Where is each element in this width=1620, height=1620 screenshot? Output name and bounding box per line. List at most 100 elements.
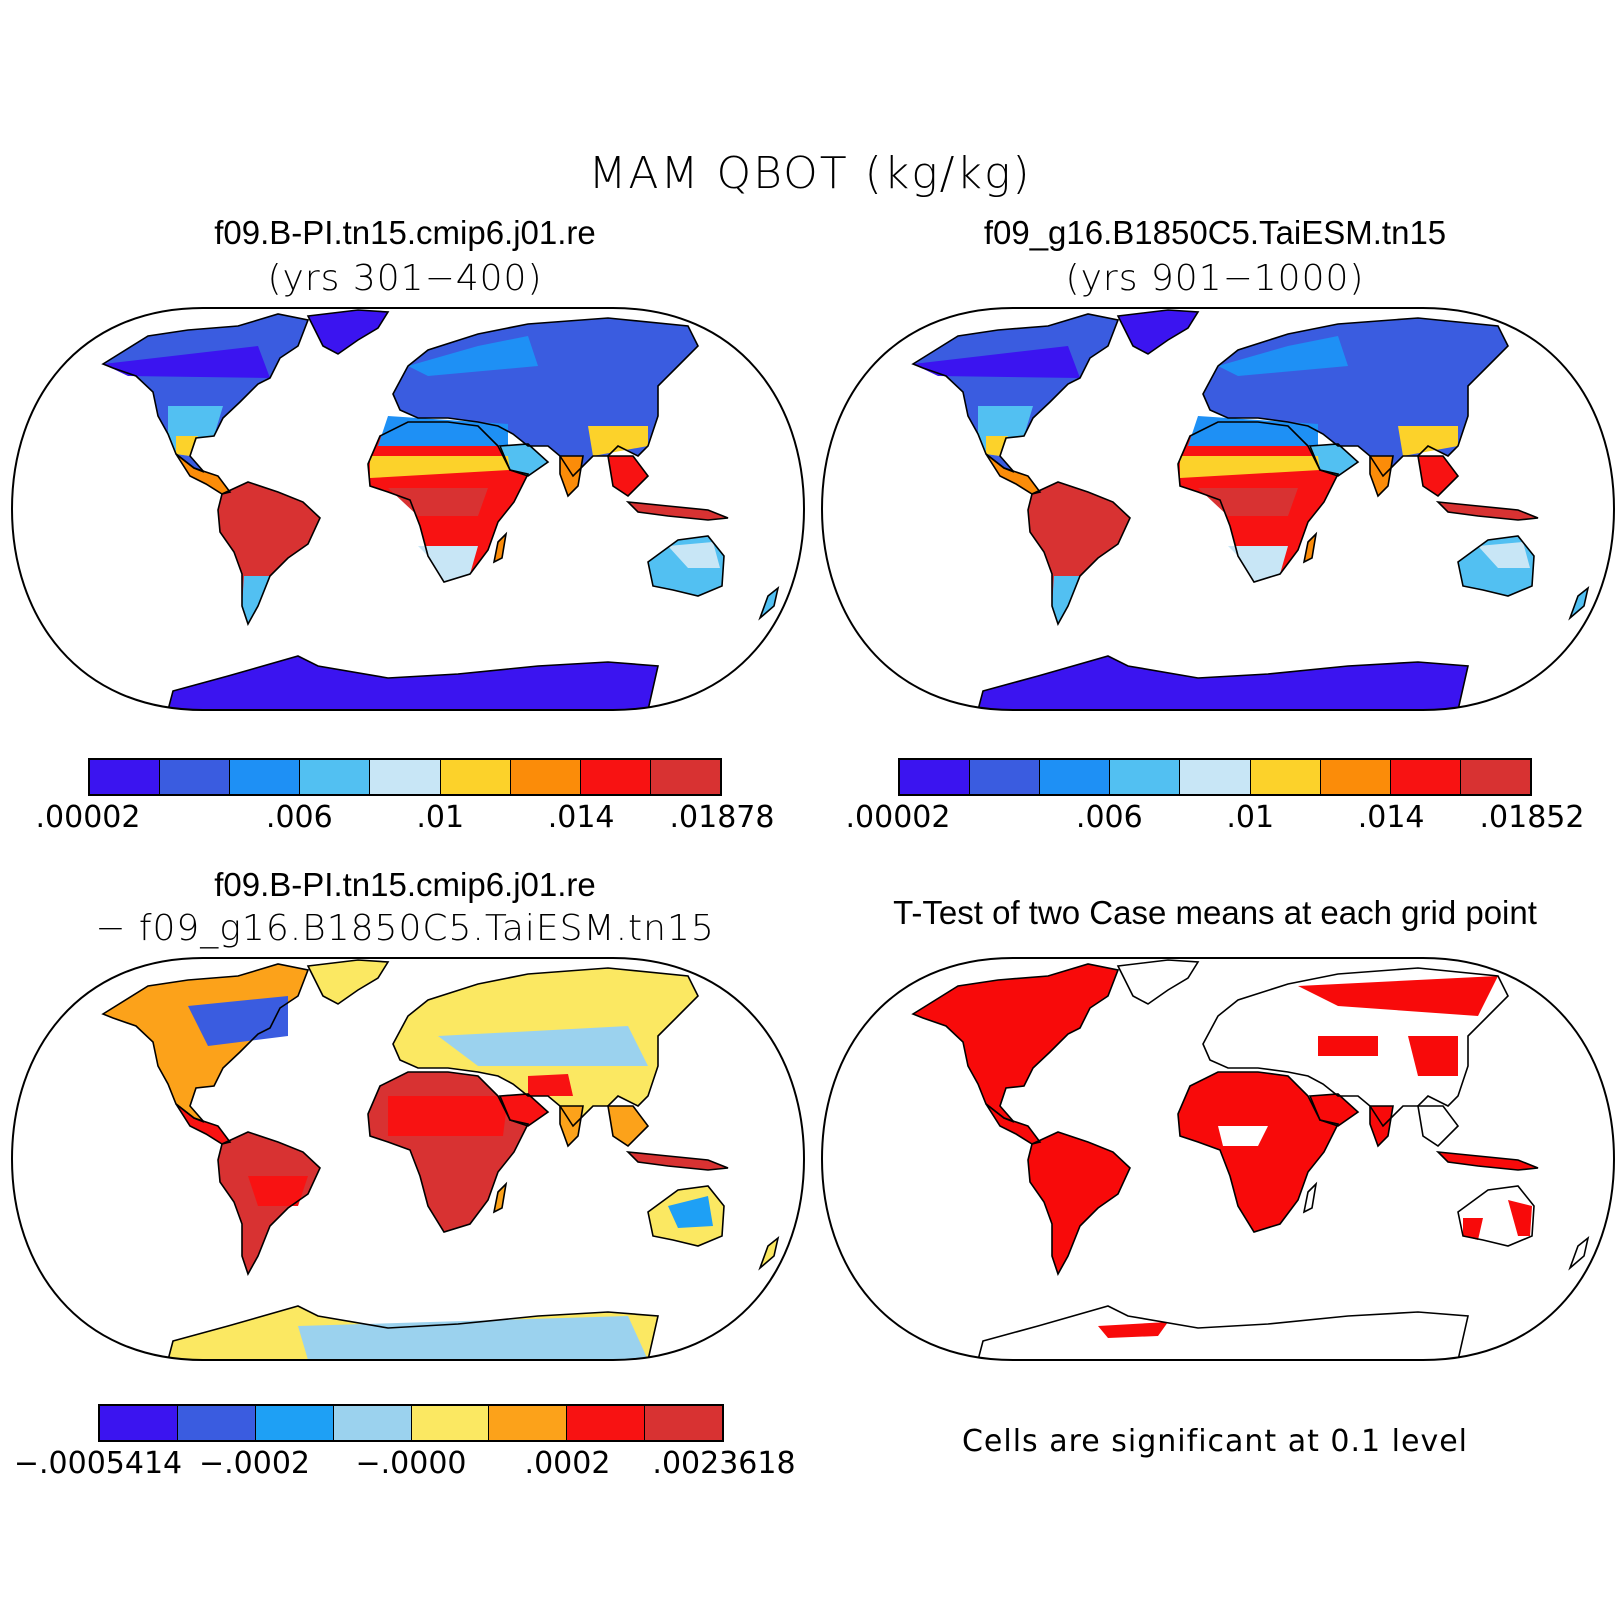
tl-coastline	[367, 421, 530, 583]
tr-coastline	[1302, 531, 1318, 564]
tr-antarctica	[978, 656, 1468, 710]
cbar-bl-tick-label: −.0005414	[13, 1446, 183, 1481]
cbar-bl-swatch-7	[567, 1406, 646, 1440]
bl-greenland	[308, 960, 388, 1004]
br-band-1	[1298, 976, 1498, 1016]
tr-indonesia	[1438, 502, 1538, 520]
tl-coastline	[166, 655, 659, 710]
br-band-6	[1218, 1126, 1268, 1146]
bl-band-6	[668, 1196, 713, 1228]
tr-band-6	[1198, 488, 1298, 516]
br-coastline	[1202, 967, 1509, 1128]
cbar-tr-tick-label: .00002	[845, 800, 951, 835]
colorbar-ticks-top-right: .00002 .006 .01 .014 .01852	[846, 800, 1585, 840]
tr-coastline	[1568, 585, 1590, 621]
cbar-tl-swatch-4	[300, 760, 371, 794]
panel-title-top-right: f09_g16.B1850C5.TaiESM.tn15	[983, 214, 1447, 251]
br-band-4	[1463, 1218, 1483, 1240]
bl-se-asia	[608, 1106, 648, 1146]
tr-coastline	[1027, 481, 1131, 626]
tr-band-12	[1218, 336, 1348, 376]
cbar-tr-swatch-5	[1180, 760, 1251, 794]
cbar-tl-tick-label: .01878	[669, 800, 775, 835]
tl-coastline	[559, 455, 584, 498]
cbar-bl-swatch-3	[255, 1406, 334, 1440]
bl-coastline	[559, 1105, 584, 1148]
cbar-tr-swatch-3	[1040, 760, 1111, 794]
cbar-bl-swatch-2	[177, 1406, 256, 1440]
panel-title-top-left: f09.B-PI.tn15.cmip6.j01.re	[214, 214, 596, 251]
cbar-bl-swatch-4	[333, 1406, 412, 1440]
tl-coastline	[492, 531, 508, 564]
map-top-left	[10, 307, 806, 711]
tr-band-10	[1398, 426, 1458, 456]
colorbar-bottom-left	[98, 1404, 724, 1442]
br-north-america	[913, 964, 1118, 1122]
cbar-tl-tick-label: .006	[265, 800, 333, 835]
tl-band-11	[668, 542, 720, 568]
cbar-tl-tick-label: .00002	[35, 800, 141, 835]
br-band-7	[1098, 1322, 1168, 1338]
tr-coastline	[1308, 443, 1360, 477]
map-top-right	[820, 307, 1616, 711]
cbar-bl-tick-label: −.0000	[355, 1446, 467, 1481]
tr-greenland	[1118, 310, 1198, 354]
tr-coastline	[976, 655, 1469, 710]
tl-coastline	[625, 500, 729, 521]
br-africa	[1178, 1072, 1338, 1232]
tr-coastline	[1202, 317, 1509, 478]
tl-coastline	[306, 309, 390, 355]
br-band-5	[1508, 1200, 1532, 1236]
tl-coastline	[217, 481, 321, 626]
tl-band-10	[588, 426, 648, 456]
cbar-tl-tick-label: .014	[547, 800, 615, 835]
cbar-bl-swatch-5	[411, 1406, 490, 1440]
tl-greenland	[308, 310, 388, 354]
bl-band-3	[438, 1026, 648, 1066]
tl-coastline	[758, 585, 780, 621]
bl-central-america	[176, 1104, 230, 1144]
bl-coastline	[647, 1185, 725, 1247]
br-se-asia	[1418, 1106, 1458, 1146]
tr-coastline	[1435, 500, 1539, 521]
tl-map-outline	[10, 307, 806, 711]
cbar-tr-swatch-6	[1250, 760, 1321, 794]
br-greenland	[1118, 960, 1198, 1004]
br-new-zealand	[1570, 1238, 1588, 1268]
cbar-bl-swatch-8	[645, 1406, 722, 1440]
bl-coastline	[492, 1181, 508, 1214]
bl-coastline	[607, 1105, 650, 1148]
cbar-tl-swatch-1	[90, 760, 161, 794]
tl-band-5	[370, 456, 510, 478]
br-coastline	[1302, 1181, 1318, 1214]
cbar-tl-swatch-7	[510, 760, 581, 794]
tr-se-asia	[1418, 456, 1458, 496]
bl-coastline	[367, 1071, 530, 1233]
tr-band-9	[1052, 576, 1080, 624]
tr-band-2	[986, 436, 1008, 456]
br-map-outline	[820, 957, 1616, 1361]
tr-band-5	[1180, 456, 1320, 478]
tl-indonesia	[628, 502, 728, 520]
bl-coastline	[306, 959, 390, 1005]
cbar-tl-swatch-2	[160, 760, 231, 794]
cbar-tl-swatch-9	[650, 760, 720, 794]
br-band-2	[1318, 1036, 1378, 1056]
tl-band-6	[388, 488, 488, 516]
bl-north-america	[103, 964, 308, 1122]
panel-title-bottom-left: f09.B-PI.tn15.cmip6.j01.re	[214, 866, 596, 903]
bl-new-zealand	[760, 1238, 778, 1268]
bl-coastline	[166, 1305, 659, 1360]
cbar-tr-tick-label: .006	[1075, 800, 1143, 835]
bl-coastline	[217, 1131, 321, 1276]
tl-antarctica	[168, 656, 658, 710]
tr-coastline	[1369, 455, 1394, 498]
tl-band-9	[242, 576, 270, 624]
cbar-tr-tick-label: .01	[1226, 800, 1275, 835]
bl-band-5	[248, 1176, 308, 1206]
tl-coastline	[101, 313, 310, 473]
tr-band-11	[1478, 542, 1530, 568]
br-band-3	[1408, 1036, 1458, 1076]
tl-central-america	[176, 454, 230, 494]
br-coastline	[911, 963, 1120, 1123]
